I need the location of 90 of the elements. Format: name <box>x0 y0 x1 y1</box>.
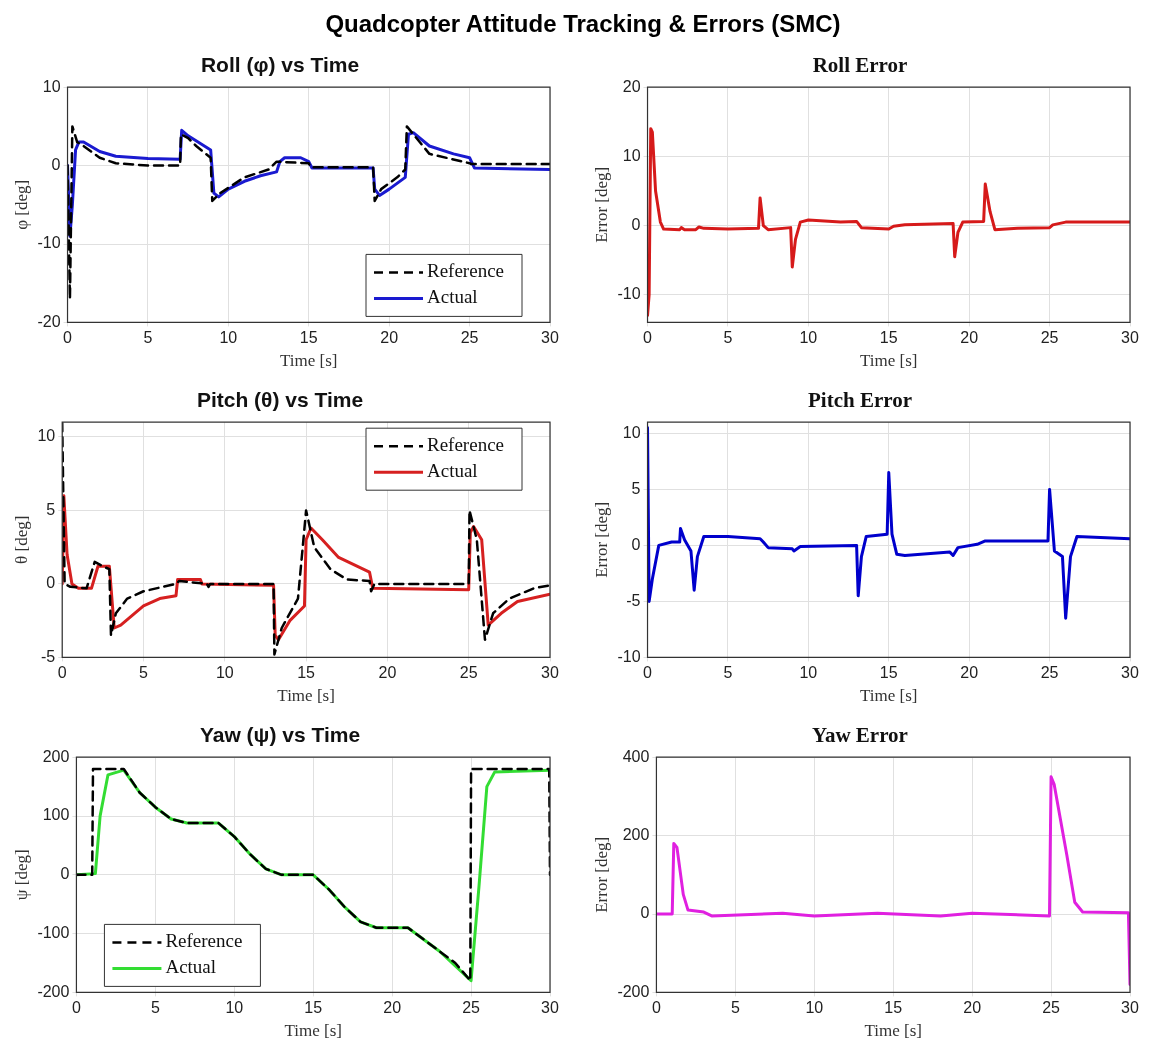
x-axis-title: Time [s] <box>864 1021 922 1041</box>
x-tick-label: 15 <box>297 664 316 682</box>
legend-label: Reference <box>427 434 505 456</box>
y-tick-label: -100 <box>37 924 70 942</box>
x-tick-label: 25 <box>459 664 478 682</box>
y-axis-title: φ [deg] <box>11 179 31 230</box>
x-tick-label: 20 <box>960 664 979 682</box>
y-tick-label: 200 <box>622 826 650 844</box>
y-axis-title: ψ [deg] <box>11 849 31 901</box>
x-axis-title: Time [s] <box>860 351 918 371</box>
y-tick-label: -10 <box>37 234 61 252</box>
x-tick-label: 5 <box>139 664 149 682</box>
legend-label: Actual <box>427 460 478 482</box>
x-tick-label: 10 <box>219 329 238 347</box>
x-tick-label: 25 <box>1042 999 1061 1017</box>
x-axis-title: Time [s] <box>277 686 335 706</box>
y-tick-label: 200 <box>42 747 70 765</box>
y-tick-label: -10 <box>617 285 641 303</box>
x-tick-label: 10 <box>799 329 818 347</box>
y-tick-label: 0 <box>631 535 641 553</box>
legend-label: Actual <box>165 956 217 978</box>
x-tick-label: 15 <box>879 329 898 347</box>
x-tick-label: 30 <box>1121 664 1139 682</box>
chart-title: Pitch (θ) vs Time <box>196 388 364 412</box>
legend-label: Actual <box>427 286 478 308</box>
x-tick-label: 20 <box>963 999 982 1017</box>
x-tick-label: 0 <box>651 999 661 1017</box>
x-tick-label: 25 <box>462 999 481 1017</box>
y-tick-label: 10 <box>622 146 641 164</box>
x-tick-label: 5 <box>150 999 160 1017</box>
y-tick-label: -5 <box>626 591 641 609</box>
x-tick-label: 20 <box>380 329 399 347</box>
x-tick-label: 15 <box>879 664 898 682</box>
y-tick-label: 10 <box>37 427 56 445</box>
y-tick-label: -200 <box>617 982 650 1000</box>
y-tick-label: -5 <box>40 647 56 665</box>
chart-title: Roll Error <box>812 53 908 78</box>
y-axis-title: Error [deg] <box>591 501 611 578</box>
x-axis-title: Time [s] <box>280 351 338 371</box>
x-tick-label: 30 <box>541 329 559 347</box>
y-tick-label: 0 <box>60 865 70 883</box>
x-tick-label: 25 <box>1040 329 1059 347</box>
y-tick-label: 5 <box>631 479 641 497</box>
y-axis-title: Error [deg] <box>591 836 611 913</box>
x-tick-label: 10 <box>799 664 818 682</box>
y-tick-label: -20 <box>37 312 61 330</box>
x-axis-title: Time [s] <box>860 686 918 706</box>
line-series <box>67 125 550 301</box>
y-tick-label: -200 <box>37 982 70 1000</box>
chart-title: Yaw Error <box>812 723 908 748</box>
chart-title: Yaw (ψ) vs Time <box>199 723 361 747</box>
y-tick-label: 0 <box>46 574 56 592</box>
x-tick-label: 30 <box>1121 329 1139 347</box>
y-tick-label: 5 <box>46 500 56 518</box>
x-tick-label: 25 <box>1040 664 1059 682</box>
y-axis-title: θ [deg] <box>11 515 31 564</box>
y-tick-label: 20 <box>622 77 641 95</box>
x-tick-label: 30 <box>1121 999 1139 1017</box>
y-tick-label: 100 <box>42 806 70 824</box>
x-tick-label: 25 <box>460 329 479 347</box>
chart-title: Pitch Error <box>808 388 912 413</box>
legend-label: Reference <box>427 260 505 282</box>
chart-title: Roll (φ) vs Time <box>200 53 360 77</box>
x-tick-label: 10 <box>225 999 244 1017</box>
x-tick-label: 30 <box>541 999 559 1017</box>
x-tick-label: 20 <box>383 999 402 1017</box>
y-axis-title: Error [deg] <box>591 166 611 243</box>
x-tick-label: 10 <box>805 999 824 1017</box>
x-tick-label: 5 <box>723 664 733 682</box>
y-tick-label: 400 <box>622 747 650 765</box>
x-tick-label: 20 <box>378 664 397 682</box>
x-tick-label: 10 <box>215 664 234 682</box>
x-axis-title: Time [s] <box>284 1021 342 1041</box>
x-tick-label: 15 <box>299 329 318 347</box>
x-tick-label: 20 <box>960 329 979 347</box>
y-tick-label: 0 <box>51 156 61 174</box>
y-tick-label: 10 <box>42 77 61 95</box>
x-tick-label: 15 <box>884 999 903 1017</box>
x-tick-label: 5 <box>730 999 740 1017</box>
x-tick-label: 30 <box>541 664 559 682</box>
x-tick-label: 15 <box>304 999 323 1017</box>
y-tick-label: 10 <box>622 423 641 441</box>
x-tick-label: 5 <box>723 329 733 347</box>
text: Quadcopter Attitude Tracking & Errors (SMC) <box>324 9 842 39</box>
y-tick-label: 0 <box>640 904 650 922</box>
y-tick-label: -10 <box>617 647 641 665</box>
legend-label: Reference <box>165 930 243 952</box>
x-tick-label: 5 <box>143 329 153 347</box>
y-tick-label: 0 <box>631 215 641 233</box>
x-tick-label: 0 <box>71 999 81 1017</box>
